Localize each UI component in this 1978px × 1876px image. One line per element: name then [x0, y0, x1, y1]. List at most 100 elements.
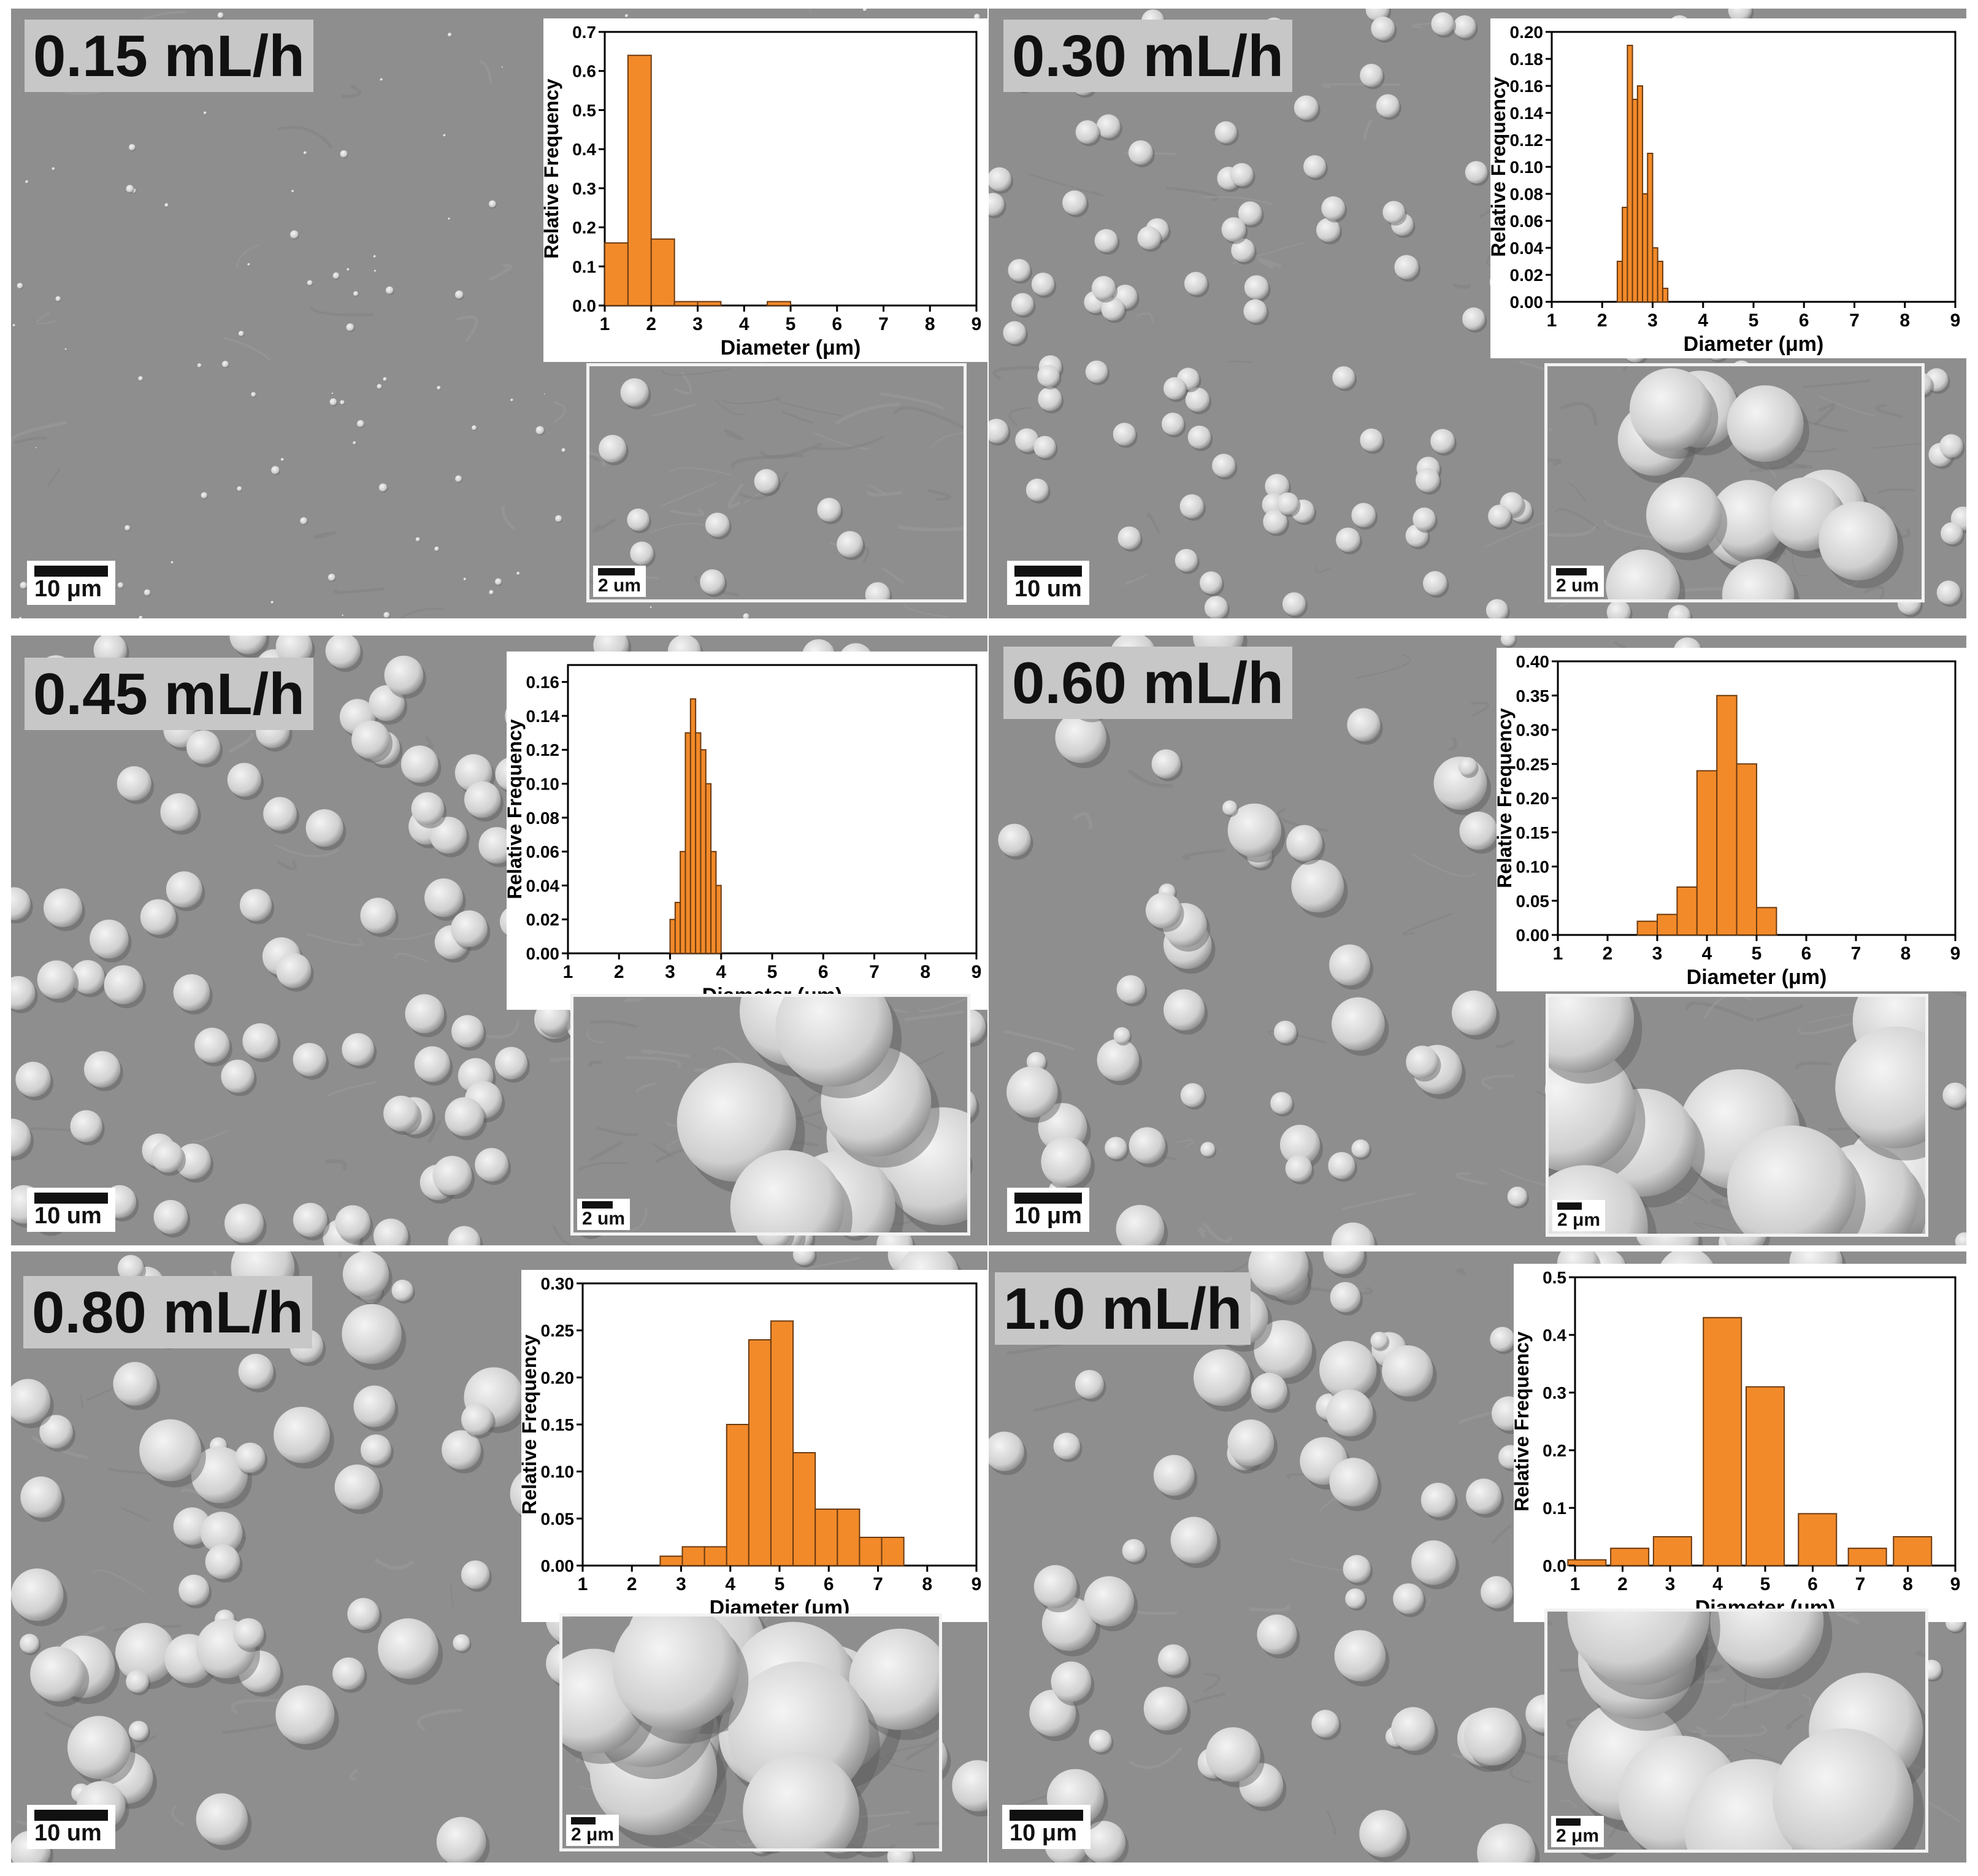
histogram-bar [1622, 207, 1628, 302]
histogram-bar [1657, 913, 1678, 936]
x-tick-label: 1 [1570, 1574, 1581, 1594]
x-axis-label: Diameter (μm) [1684, 333, 1824, 356]
inset-sem-image [1547, 1612, 1925, 1850]
plot-frame [1551, 31, 1957, 303]
y-tick-label: 0.0 [1543, 1556, 1566, 1575]
y-tick-label: 0.25 [541, 1321, 575, 1340]
histogram-bar [1662, 288, 1669, 302]
histogram-bar [681, 1546, 705, 1567]
x-tick-label: 3 [1665, 1574, 1676, 1594]
y-tick-label: 0.6 [572, 62, 596, 81]
histogram-bar [1567, 1559, 1607, 1567]
x-tick-label: 8 [1903, 1574, 1913, 1594]
x-tick-label: 8 [1899, 310, 1910, 331]
inset-sem-image [1547, 366, 1922, 599]
scale-bar: 10 μm [1007, 1188, 1089, 1232]
x-tick-label: 4 [739, 314, 749, 334]
y-tick-label: 0.00 [526, 944, 560, 963]
x-tick-label: 7 [878, 314, 889, 334]
x-tick-label: 8 [922, 1574, 932, 1594]
x-tick-label: 8 [925, 314, 935, 334]
histogram-bar [650, 238, 675, 306]
y-tick-label: 0.25 [1516, 755, 1550, 774]
histogram-bar [1657, 261, 1663, 302]
histogram-svg: 1 2 3 4 5 6 7 8 9 0.00 0.02 0.04 0.06 0.08 0.10 0.12 0.1… [1490, 23, 1960, 356]
y-tick-label: 0.12 [1510, 131, 1544, 150]
y-tick-label: 0.18 [1510, 50, 1544, 69]
histogram-bar [1798, 1513, 1838, 1566]
histogram-bar [695, 732, 702, 955]
x-tick-label: 9 [972, 314, 982, 334]
histogram-bar [726, 1424, 749, 1566]
y-tick-label: 0.10 [541, 1463, 575, 1482]
histogram-bar [705, 783, 712, 954]
histogram-bar [1652, 1536, 1692, 1566]
y-axis-label: Relative Frequency [507, 719, 526, 899]
histogram-bar [1847, 1547, 1887, 1566]
x-tick-label: 9 [1950, 944, 1961, 964]
x-tick-label: 1 [578, 1574, 588, 1594]
histogram: 1 2 3 4 5 6 7 8 9 0.00 0.05 0.10 0.15 0.20 0.25 0.30 0.3… [1497, 648, 1966, 991]
histogram-bar [1636, 85, 1644, 302]
y-tick-label: 0.10 [1510, 158, 1544, 177]
x-tick-label: 2 [1617, 1574, 1628, 1594]
y-axis-label: Relative Frequency [521, 1334, 540, 1515]
x-tick-label: 7 [1851, 944, 1861, 964]
x-tick-label: 4 [1712, 1574, 1723, 1594]
histogram-bar [1756, 907, 1777, 936]
y-tick-label: 0.10 [526, 775, 560, 794]
histogram-bar [1893, 1536, 1933, 1566]
histogram-bar [837, 1509, 861, 1566]
y-tick-label: 0.00 [1510, 293, 1544, 312]
x-tick-label: 2 [1597, 310, 1608, 331]
x-tick-label: 7 [869, 962, 880, 982]
x-tick-label: 6 [1799, 310, 1809, 331]
x-tick-label: 3 [665, 962, 675, 982]
x-tick-label: 1 [563, 962, 573, 982]
y-tick-label: 0.00 [541, 1556, 575, 1575]
inset-sem-image [575, 997, 967, 1232]
y-tick-label: 0.20 [1516, 789, 1550, 808]
plot-frame [567, 664, 978, 955]
x-tick-label: 2 [1603, 944, 1613, 964]
y-tick-label: 0.14 [526, 707, 560, 726]
x-tick-label: 5 [1749, 310, 1759, 331]
inset-micrograph: 2 um [570, 994, 970, 1236]
y-tick-label: 0.1 [1543, 1499, 1566, 1518]
x-tick-label: 5 [1752, 944, 1762, 964]
y-tick-label: 0.02 [1510, 266, 1544, 285]
y-tick-label: 0.3 [1543, 1383, 1566, 1402]
y-tick-label: 0.2 [1543, 1441, 1566, 1460]
histogram-bar [881, 1537, 905, 1566]
x-tick-label: 5 [767, 962, 778, 982]
x-tick-label: 2 [627, 1574, 637, 1594]
x-tick-label: 2 [646, 314, 656, 334]
x-tick-label: 7 [873, 1574, 883, 1594]
histogram-bar [674, 902, 681, 955]
histogram: 1 2 3 4 5 6 7 8 9 0.00 0.02 0.04 0.06 0.08 0.10 0.12 0.1… [1490, 18, 1966, 358]
flow-rate-label: 1.0 mL/h [995, 1272, 1251, 1345]
x-tick-label: 7 [1849, 310, 1860, 331]
x-tick-label: 6 [1807, 1574, 1818, 1594]
y-tick-label: 0.05 [1516, 891, 1550, 910]
inset-micrograph: 2 um [1544, 363, 1925, 602]
y-tick-label: 0.04 [526, 876, 560, 895]
histogram-bar [703, 1546, 727, 1567]
sem-panel-4: 0.60 mL/h 1 2 3 4 5 6 7 8 9 0.00 0.05 0.10 0.15 0.20 0… [989, 636, 1966, 1245]
histogram-svg: 1 2 3 4 5 6 7 8 90.000.050.100.150.200.250.30Dia… [521, 1274, 982, 1620]
scale-bar: 10 um [27, 1805, 115, 1849]
y-tick-label: 0.10 [1516, 858, 1550, 877]
histogram: 1 2 3 4 5 6 7 8 9 0.00 0.05 0.10 0.15 0.20 0.25 0.30 Dia… [521, 1270, 987, 1622]
flow-rate-label: 0.80 mL/h [23, 1276, 312, 1348]
histogram: 1 2 3 4 5 6 7 8 9 0.0 0.1 0.2 0.3 0.4 0.5 0.6 0.7 Diamete… [543, 18, 987, 362]
y-axis-label: Relative Frequency [1514, 1331, 1533, 1512]
y-tick-label: 0.15 [541, 1415, 575, 1434]
y-tick-label: 0.0 [572, 296, 596, 315]
x-tick-label: 9 [972, 1574, 982, 1594]
inset-scale-bar: 2 um [593, 566, 646, 597]
histogram-svg: 1 2 3 4 5 6 7 8 9 0.0 0.1 0.2 0.3 0.4 0.5 0.6 0.7 Diamete… [543, 23, 982, 359]
y-tick-label: 0.4 [572, 140, 596, 159]
histogram-bar [1652, 247, 1658, 302]
histogram-bar [710, 851, 717, 954]
y-axis-label: Relative Frequency [1497, 708, 1516, 888]
